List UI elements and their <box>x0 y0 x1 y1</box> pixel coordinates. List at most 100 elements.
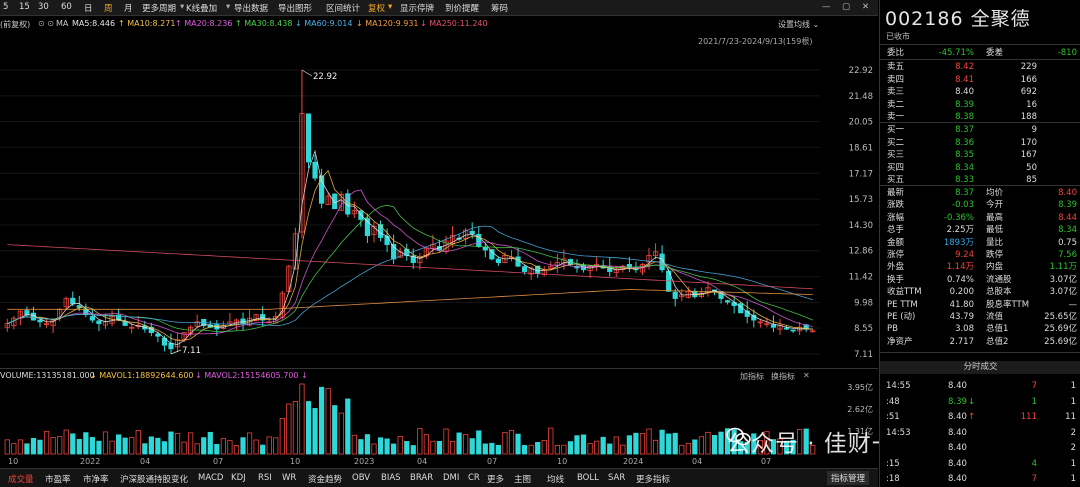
volume-bar <box>666 433 672 455</box>
bid-label: 买三 <box>887 150 905 160</box>
stat-label: 流通股 <box>986 274 1012 285</box>
indicator-tab-13[interactable]: CR <box>468 473 480 483</box>
chevron-down-icon[interactable]: ▾ <box>388 2 393 12</box>
bid-volume: 170 <box>1020 137 1037 148</box>
volume-bar <box>705 431 711 455</box>
candle <box>253 314 259 322</box>
volume-header: VOLUME:13135181.000 ↓ MAVOL1:18892644.60… <box>0 368 878 381</box>
toolbar-item-7[interactable]: 更多周期 <box>142 4 177 14</box>
ma-line-ma250 <box>7 244 813 290</box>
volume-bar <box>443 428 449 455</box>
toolbar-item-5[interactable]: 周 <box>104 4 113 14</box>
indicator-tab-6[interactable]: RSI <box>258 473 272 483</box>
chevron-down-icon[interactable]: ▾ <box>226 2 231 12</box>
indicator-tab-15[interactable]: 主图 <box>514 475 532 485</box>
ma-line-ma10 <box>7 169 813 341</box>
toolbar-item-10[interactable]: 导出图形 <box>278 4 313 14</box>
ask-price: 8.41 <box>955 74 974 85</box>
stat-row: 金额 1893万 量比 0.75 <box>880 238 1080 249</box>
toolbar-item-15[interactable]: 筹码 <box>491 4 509 14</box>
toolbar-item-12[interactable]: 复权 <box>368 4 386 14</box>
volume-bar <box>397 436 403 455</box>
volume-bar <box>469 438 475 455</box>
toolbar-item-3[interactable]: 60 <box>61 2 72 12</box>
toolbar-item-13[interactable]: 显示停牌 <box>400 4 435 14</box>
indicator-tab-16[interactable]: 均线 <box>547 475 565 485</box>
close-icon[interactable]: ✕ <box>862 2 870 12</box>
indicator-tab-3[interactable]: 沪深股通持股变化 <box>120 475 189 485</box>
toolbar-item-6[interactable]: 月 <box>124 4 133 14</box>
restore-icon[interactable]: ▢ <box>842 2 851 12</box>
ma-settings-button[interactable]: 设置均线 ⌄ <box>778 20 820 29</box>
candle <box>495 258 502 263</box>
tick-row: :18 8.40 7 1 <box>880 474 1080 485</box>
indicator-tab-4[interactable]: MACD <box>198 473 224 483</box>
minimize-icon[interactable]: — <box>822 2 831 12</box>
stat-label: 收益TTM <box>887 287 922 298</box>
ask-row: 卖五 8.42 229 <box>880 62 1080 73</box>
y-tick-label: 11.42 <box>849 273 873 283</box>
indicator-tab-11[interactable]: BRAR <box>410 473 434 483</box>
indicator-tab-9[interactable]: OBV <box>352 473 371 483</box>
volume-bar <box>456 432 462 455</box>
toolbar-item-9[interactable]: 导出数据 <box>234 4 269 14</box>
indicator-tab-14[interactable]: 更多 <box>487 475 505 485</box>
y-tick-label: 8.55 <box>854 324 873 334</box>
stat-label: PB <box>887 324 898 335</box>
toolbar-item-2[interactable]: 30 <box>38 2 49 12</box>
ask-volume: 166 <box>1020 74 1037 85</box>
bid-price: 8.36 <box>955 137 974 148</box>
indicator-tab-20[interactable]: 指标管理 <box>827 471 870 485</box>
ma-label: MA <box>56 19 69 28</box>
toolbar-item-8[interactable]: K线叠加 <box>186 4 218 14</box>
volume-bar <box>246 432 253 455</box>
bid-volume: 9 <box>1031 125 1037 135</box>
stock-title: 002186 全聚德 <box>885 4 1031 31</box>
stat-row: PE (动) 43.79 流值 25.65亿 <box>880 312 1080 323</box>
high-pointer <box>301 69 313 77</box>
toolbar-item-4[interactable]: 日 <box>84 4 93 14</box>
stat-label: PE (动) <box>887 312 916 322</box>
close-icon[interactable]: ✕ <box>803 371 810 380</box>
indicator-tab-19[interactable]: 更多指标 <box>636 475 671 485</box>
indicator-tab-7[interactable]: WR <box>282 473 297 483</box>
toolbar-item-14[interactable]: 到价提醒 <box>445 4 480 14</box>
indicator-tab-10[interactable]: BIAS <box>381 473 401 483</box>
tick-row: :48 8.39 ↓ 1 1 <box>880 397 1080 408</box>
indicator-tab-12[interactable]: DMI <box>443 473 460 483</box>
tick-count: 1 <box>1070 396 1076 407</box>
volume-bar <box>279 418 285 455</box>
indicator-tab-8[interactable]: 资金趋势 <box>308 475 343 485</box>
add-indicator-button[interactable]: 加指标 <box>740 372 764 381</box>
candle <box>463 229 469 239</box>
candlestick-chart[interactable]: 22.92 21.48 20.05 18.61 17.17 15.73 14.30 12.86… <box>0 30 878 368</box>
swap-indicator-button[interactable]: 换指标 <box>771 372 795 381</box>
toolbar-item-11[interactable]: 区间统计 <box>326 4 361 14</box>
indicator-tab-1[interactable]: 市盈率 <box>45 475 71 485</box>
toolbar-item-0[interactable]: 5 <box>3 2 9 12</box>
y-tick-label: 20.05 <box>849 118 873 128</box>
toolbar-item-1[interactable]: 15 <box>19 2 30 12</box>
indicator-tab-17[interactable]: BOLL <box>577 473 599 483</box>
candle <box>332 193 338 210</box>
tick-price: 8.40 <box>948 443 967 453</box>
stat-value: — <box>1068 299 1078 310</box>
stat-value: 9.24 <box>955 250 974 260</box>
candle <box>757 321 763 324</box>
x-tick-label: 04 <box>417 457 428 466</box>
indicator-tab-2[interactable]: 市净率 <box>83 475 109 485</box>
volume-bar <box>43 430 50 455</box>
adjust-label[interactable]: (前复权) <box>0 20 31 29</box>
x-axis: 10 2022 04 07 10 2023 04 07 10 2024 04 07 <box>0 456 878 468</box>
indicator-tab-18[interactable]: SAR <box>608 473 626 483</box>
candle <box>364 218 371 237</box>
chevron-down-icon[interactable]: ▾ <box>180 2 185 12</box>
volume-bar <box>358 439 364 455</box>
settings-dots-icon[interactable]: ⊙ ⊙ <box>38 19 54 28</box>
candle <box>325 195 331 205</box>
candle <box>783 327 790 330</box>
stat-row: 涨幅 -0.36% 最高 8.44 <box>880 213 1080 224</box>
indicator-tab-0[interactable]: 成交量 <box>8 475 34 485</box>
y-tick-label: 14.30 <box>849 221 873 231</box>
indicator-tab-5[interactable]: KDJ <box>231 473 246 483</box>
